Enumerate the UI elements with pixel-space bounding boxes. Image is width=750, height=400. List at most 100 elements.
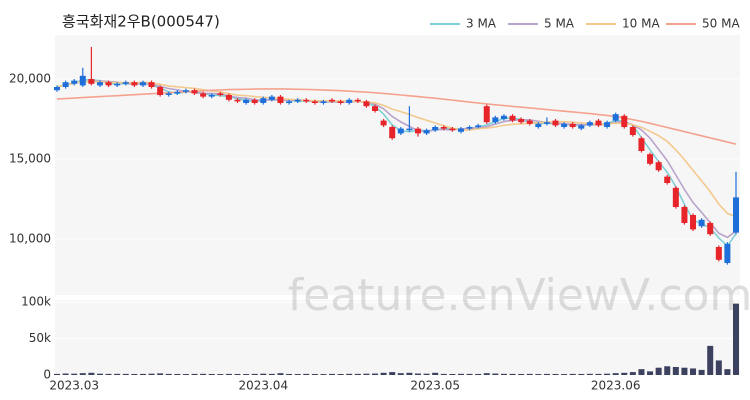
volume-bar (346, 373, 353, 375)
volume-bar (79, 373, 86, 375)
y-tick-label: 15,000 (9, 152, 51, 166)
volume-bar (595, 373, 602, 375)
volume-bar (303, 373, 310, 375)
candle-body (346, 99, 353, 103)
candle-body (432, 127, 439, 131)
candle-body (79, 75, 86, 86)
volume-bar (492, 373, 499, 375)
candle-body (561, 123, 568, 127)
y-tick-label: 50k (29, 331, 51, 345)
candle-body (105, 82, 112, 86)
volume-bar (174, 373, 181, 375)
x-tick-label: 2023.04 (238, 379, 288, 393)
candle-body (251, 99, 258, 103)
candle-body (157, 87, 164, 95)
volume-bar (337, 373, 344, 375)
volume-bar (733, 303, 739, 375)
volume-bar (114, 373, 121, 375)
volume-bar (208, 373, 215, 375)
volume-bar (664, 366, 671, 375)
volume-bar (71, 373, 78, 375)
volume-bar (62, 373, 69, 375)
candle-body (337, 101, 344, 103)
volume-bar (311, 373, 318, 375)
volume-bar (655, 367, 662, 375)
candle-body (225, 95, 232, 100)
volume-bar (509, 373, 516, 375)
candle-body (406, 128, 413, 131)
candle-body (148, 82, 155, 87)
candle-body (457, 128, 464, 132)
volume-bar (690, 368, 697, 375)
volume-bar (131, 373, 138, 375)
volume-bar (148, 373, 155, 375)
candle-body (71, 80, 78, 84)
candle-body (354, 99, 361, 102)
volume-bar (96, 373, 103, 375)
candle-body (681, 207, 688, 223)
volume-bar (157, 373, 164, 375)
x-tick-label: 2023.06 (591, 379, 641, 393)
candle-body (414, 128, 421, 134)
volume-bar (397, 373, 404, 375)
candle-body (475, 125, 482, 127)
candle-body (612, 114, 619, 121)
volume-bar (707, 345, 714, 375)
volume-bar (724, 369, 731, 375)
candle-body (131, 82, 138, 86)
candle-body (638, 138, 645, 151)
candle-body (372, 106, 379, 111)
volume-bar (251, 373, 258, 375)
candle-body (329, 99, 336, 102)
watermark: feature.enViewV.com (288, 270, 750, 321)
volume-bar (681, 367, 688, 375)
volume-bar (54, 373, 60, 375)
chart-title: 흥국화재2우B(000547) (62, 13, 220, 31)
volume-bar (449, 373, 456, 375)
candle-body (543, 122, 550, 124)
candle-body (440, 127, 447, 129)
x-tick-label: 2023.05 (410, 379, 460, 393)
candle-body (500, 115, 507, 119)
candle-body (707, 223, 714, 235)
volume-bar (122, 373, 129, 375)
candle-body (88, 79, 95, 84)
candle-body (586, 122, 593, 126)
candle-body (535, 123, 542, 127)
candle-body (311, 101, 318, 103)
candle-body (191, 90, 198, 94)
volume-bar (414, 373, 421, 375)
candle-body (526, 120, 533, 124)
volume-bar (105, 373, 112, 375)
candle-body (552, 120, 559, 126)
candle-body (733, 197, 739, 233)
volume-bar (483, 373, 490, 375)
volume-bar (225, 373, 232, 375)
candle-body (724, 243, 731, 263)
candle-body (268, 96, 275, 100)
volume-bar (406, 372, 413, 375)
candle-body (320, 101, 327, 103)
candle-body (389, 127, 396, 139)
volume-bar (578, 373, 585, 375)
volume-bar (88, 372, 95, 375)
y-tick-label: 10,000 (9, 232, 51, 246)
y-tick-label: 20,000 (9, 72, 51, 86)
volume-bar (543, 373, 550, 375)
price-panel (55, 35, 740, 295)
volume-bar (277, 373, 284, 375)
y-tick-label: 0 (43, 368, 51, 382)
volume-bar (500, 373, 507, 375)
volume-bar (586, 373, 593, 375)
candle-body (509, 115, 516, 121)
volume-bar (552, 373, 559, 375)
volume-bar (234, 373, 241, 375)
candle-body (303, 99, 310, 102)
candle-body (629, 127, 636, 135)
y-tick-label: 100k (21, 295, 51, 309)
candle-body (698, 219, 705, 227)
candle-body (397, 128, 404, 134)
candle-body (114, 83, 121, 86)
volume-bar (518, 373, 525, 375)
